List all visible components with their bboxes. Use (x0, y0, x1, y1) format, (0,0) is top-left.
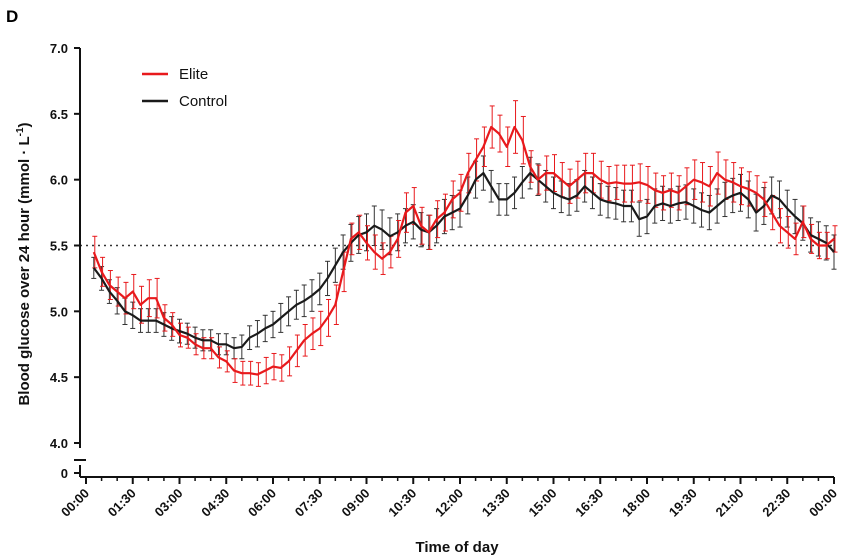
y-tick-label: 4.0 (50, 436, 68, 451)
x-tick-label: 19:30 (666, 486, 700, 520)
legend-control-label: Control (179, 93, 227, 110)
x-tick-label: 21:00 (713, 486, 747, 520)
y-tick-label: 5.5 (50, 239, 68, 254)
x-tick-label: 01:30 (105, 486, 139, 520)
x-tick-label: 00:00 (806, 486, 840, 520)
panel-letter: D (6, 7, 18, 26)
x-tick-label: 16:30 (572, 486, 606, 520)
legend: Elite Control (142, 66, 227, 110)
x-tick-label: 07:30 (292, 486, 326, 520)
x-tick-label: 18:00 (619, 486, 653, 520)
y-axis-ticks: 4.0 4.5 5.0 5.5 6.0 6.5 7.0 0 (50, 41, 80, 481)
error-bars (91, 100, 838, 387)
y-tick-label-zero: 0 (61, 466, 68, 481)
y-axis-title: Blood glucose over 24 hour (mmol · L-1) (15, 122, 33, 405)
series-lines (92, 125, 835, 376)
y-axis-title-main: Blood glucose over 24 hour (mmol · L (16, 136, 33, 405)
y-tick-label: 6.0 (50, 173, 68, 188)
legend-elite-label: Elite (179, 66, 208, 83)
x-tick-label: 15:00 (526, 486, 560, 520)
x-tick-label: 09:00 (339, 486, 373, 520)
x-axis-title: Time of day (415, 539, 499, 556)
x-tick-label: 06:00 (245, 486, 279, 520)
y-tick-label: 4.5 (50, 370, 68, 385)
x-axis-ticks: 00:00 01:30 03:00 04:30 06:00 07:30 09:00 10:30… (58, 477, 840, 520)
elite-series-line (92, 125, 835, 376)
x-tick-label: 04:30 (198, 486, 232, 520)
x-tick-label: 12:00 (432, 486, 466, 520)
y-axis-title-superscript: -1 (15, 127, 26, 136)
y-tick-label: 5.0 (50, 304, 68, 319)
x-tick-label: 22:30 (759, 486, 793, 520)
control-series-line (92, 172, 835, 350)
y-axis-title-close: ) (16, 122, 33, 127)
x-tick-label: 03:00 (152, 486, 186, 520)
y-tick-label: 6.5 (50, 107, 68, 122)
y-tick-label: 7.0 (50, 41, 68, 56)
x-tick-label: 13:30 (479, 486, 513, 520)
x-tick-label: 10:30 (385, 486, 419, 520)
x-tick-label: 00:00 (58, 486, 92, 520)
